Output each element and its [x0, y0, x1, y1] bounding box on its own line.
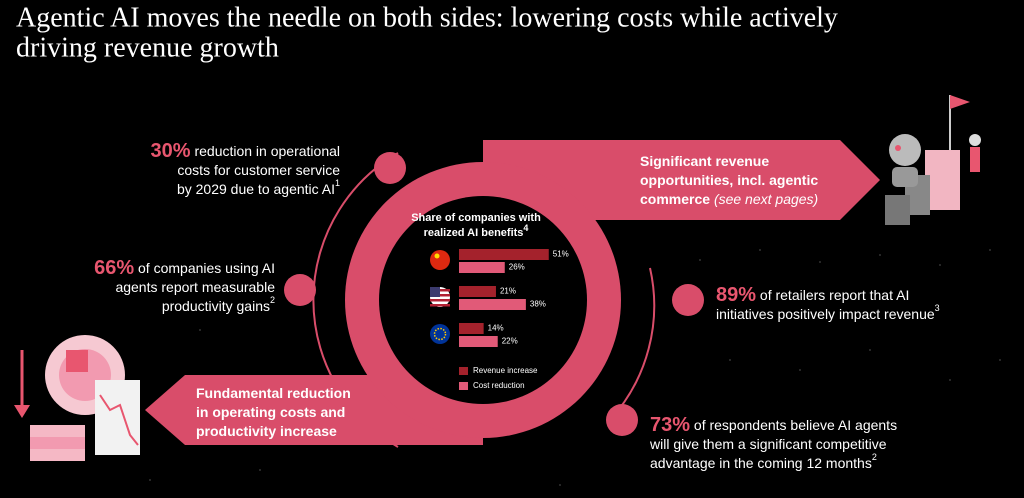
arrow-text: Fundamental reduction: [196, 385, 351, 401]
value-label: 51%: [553, 250, 569, 259]
stat-highlight: 30%: [151, 140, 191, 162]
stat-line: 73% of respondents believe AI agents: [650, 414, 897, 436]
flag-usa: [430, 287, 450, 307]
stat-line: will give them a significant competitive: [649, 436, 887, 452]
stat-text: of retailers report that AI: [760, 287, 909, 303]
stat-line: productivity gains2: [162, 295, 275, 313]
stat-line: agents report measurable: [115, 279, 275, 295]
arrow-text: in operating costs and: [196, 404, 345, 420]
stat-line: 89% of retailers report that AI: [716, 284, 909, 306]
arrow-line: in operating costs and: [196, 404, 345, 420]
chart-title: Share of companies with realized AI benef…: [411, 212, 541, 239]
stat-highlight: 89%: [716, 284, 756, 306]
bar: [459, 336, 498, 347]
chart-title-line: Share of companies with: [411, 212, 541, 224]
footnote: 3: [935, 303, 940, 313]
arrow-text: Significant revenue: [640, 153, 769, 169]
stat-text: of respondents believe AI agents: [694, 417, 897, 433]
content: Agentic AI moves the needle on both side…: [16, 2, 940, 470]
arrow-note: (see next pages): [714, 191, 818, 207]
stat-text: of companies using AI: [138, 260, 275, 276]
bar: [459, 249, 549, 260]
flag-china: [430, 250, 450, 270]
value-label: 26%: [509, 263, 525, 272]
revenue-arrow: [483, 140, 880, 220]
bar: [459, 299, 526, 310]
stat-text: initiatives positively impact revenue: [716, 306, 935, 322]
arrow-line: Significant revenue: [640, 153, 769, 169]
arrow-line: opportunities, incl. agentic: [640, 172, 818, 188]
stat-line: 66% of companies using AI: [94, 257, 275, 279]
stat-text: productivity gains: [162, 298, 270, 314]
stat-highlight: 66%: [94, 257, 134, 279]
stat-text: advantage in the coming 12 months: [650, 455, 872, 471]
stat-line: 30% reduction in operational: [151, 140, 340, 162]
arrow-line: commerce: [640, 191, 710, 207]
dots: [284, 152, 704, 436]
value-label: 21%: [500, 287, 516, 296]
legend-swatch: [459, 367, 468, 375]
value-label: 22%: [502, 337, 518, 346]
stat-text: by 2029 due to agentic AI: [177, 181, 335, 197]
arrow-text: commerce (see next pages): [640, 191, 818, 207]
footnote: 4: [523, 223, 528, 233]
legend-label: Cost reduction: [473, 381, 525, 390]
arrow-line: Fundamental reduction: [196, 385, 351, 401]
value-label: 14%: [488, 324, 504, 333]
stat-line: costs for customer service: [177, 162, 340, 178]
stat-line: initiatives positively impact revenue3: [716, 303, 940, 321]
stat-text: costs for customer service: [177, 162, 340, 178]
bar: [459, 286, 496, 297]
growth-icon: [885, 95, 981, 225]
page-title: Agentic AI moves the needle on both side…: [16, 2, 838, 33]
arrow-text: productivity increase: [196, 423, 337, 439]
chart-title-line: realized AI benefits: [424, 227, 524, 239]
stat-line: advantage in the coming 12 months2: [650, 452, 877, 470]
page-title: driving revenue growth: [16, 32, 279, 63]
cost-icon: [14, 335, 140, 461]
flag-eu: [430, 324, 450, 344]
legend-swatch: [459, 382, 468, 390]
stat-text: agents report measurable: [115, 279, 275, 295]
value-label: 38%: [530, 300, 546, 309]
background-dots: [149, 249, 1001, 486]
footnote: 2: [872, 452, 877, 462]
arrow-line: productivity increase: [196, 423, 337, 439]
stat-text: will give them a significant competitive: [649, 436, 887, 452]
legend-label: Revenue increase: [473, 366, 538, 375]
stat-text: reduction in operational: [194, 143, 340, 159]
arrow-text: opportunities, incl. agentic: [640, 172, 818, 188]
stat-line: by 2029 due to agentic AI1: [177, 178, 340, 196]
stat-highlight: 73%: [650, 414, 690, 436]
footnote: 1: [335, 178, 340, 188]
footnote: 2: [270, 295, 275, 305]
bar: [459, 262, 505, 273]
bar: [459, 323, 484, 334]
